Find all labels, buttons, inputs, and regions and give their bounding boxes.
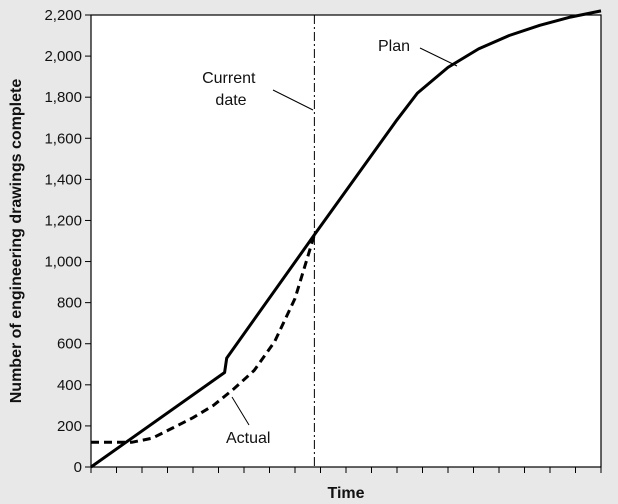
y-tick-label: 400 — [57, 377, 82, 394]
y-tick-label: 1,800 — [44, 89, 82, 106]
plan-series-line — [90, 9, 602, 469]
plan-leader-line — [419, 47, 458, 67]
current-date-leader-line — [272, 89, 314, 111]
y-tick-label: 2,000 — [44, 48, 82, 65]
actual-leader-line — [231, 396, 250, 426]
current-date-annotation: Current date — [202, 70, 260, 109]
y-tick-label: 200 — [57, 418, 82, 435]
y-tick-label: 1,400 — [44, 171, 82, 188]
plot-area — [90, 14, 602, 468]
x-axis — [90, 467, 602, 473]
y-tick-label: 0 — [74, 459, 82, 476]
y-axis-title: Number of engineering drawings complete — [8, 79, 25, 404]
y-tick-label: 600 — [57, 336, 82, 353]
actual-annotation: Actual — [226, 430, 270, 447]
y-axis: 0 200 400 600 800 1,000 1,200 1,400 1,600 1,800 2,… — [44, 7, 91, 476]
actual-series-line — [91, 234, 316, 444]
y-tick-label: 1,600 — [44, 130, 82, 147]
y-tick-label: 1,000 — [44, 254, 82, 271]
y-tick-label: 800 — [57, 295, 82, 312]
y-tick-label: 1,200 — [44, 212, 82, 229]
current-date-annotation-line-2: date — [215, 92, 246, 109]
plan-annotation: Plan — [378, 38, 410, 55]
y-tick-label: 2,200 — [44, 7, 82, 24]
current-date-annotation-line-1: Current — [202, 70, 256, 87]
x-axis-title: Time — [327, 485, 364, 502]
